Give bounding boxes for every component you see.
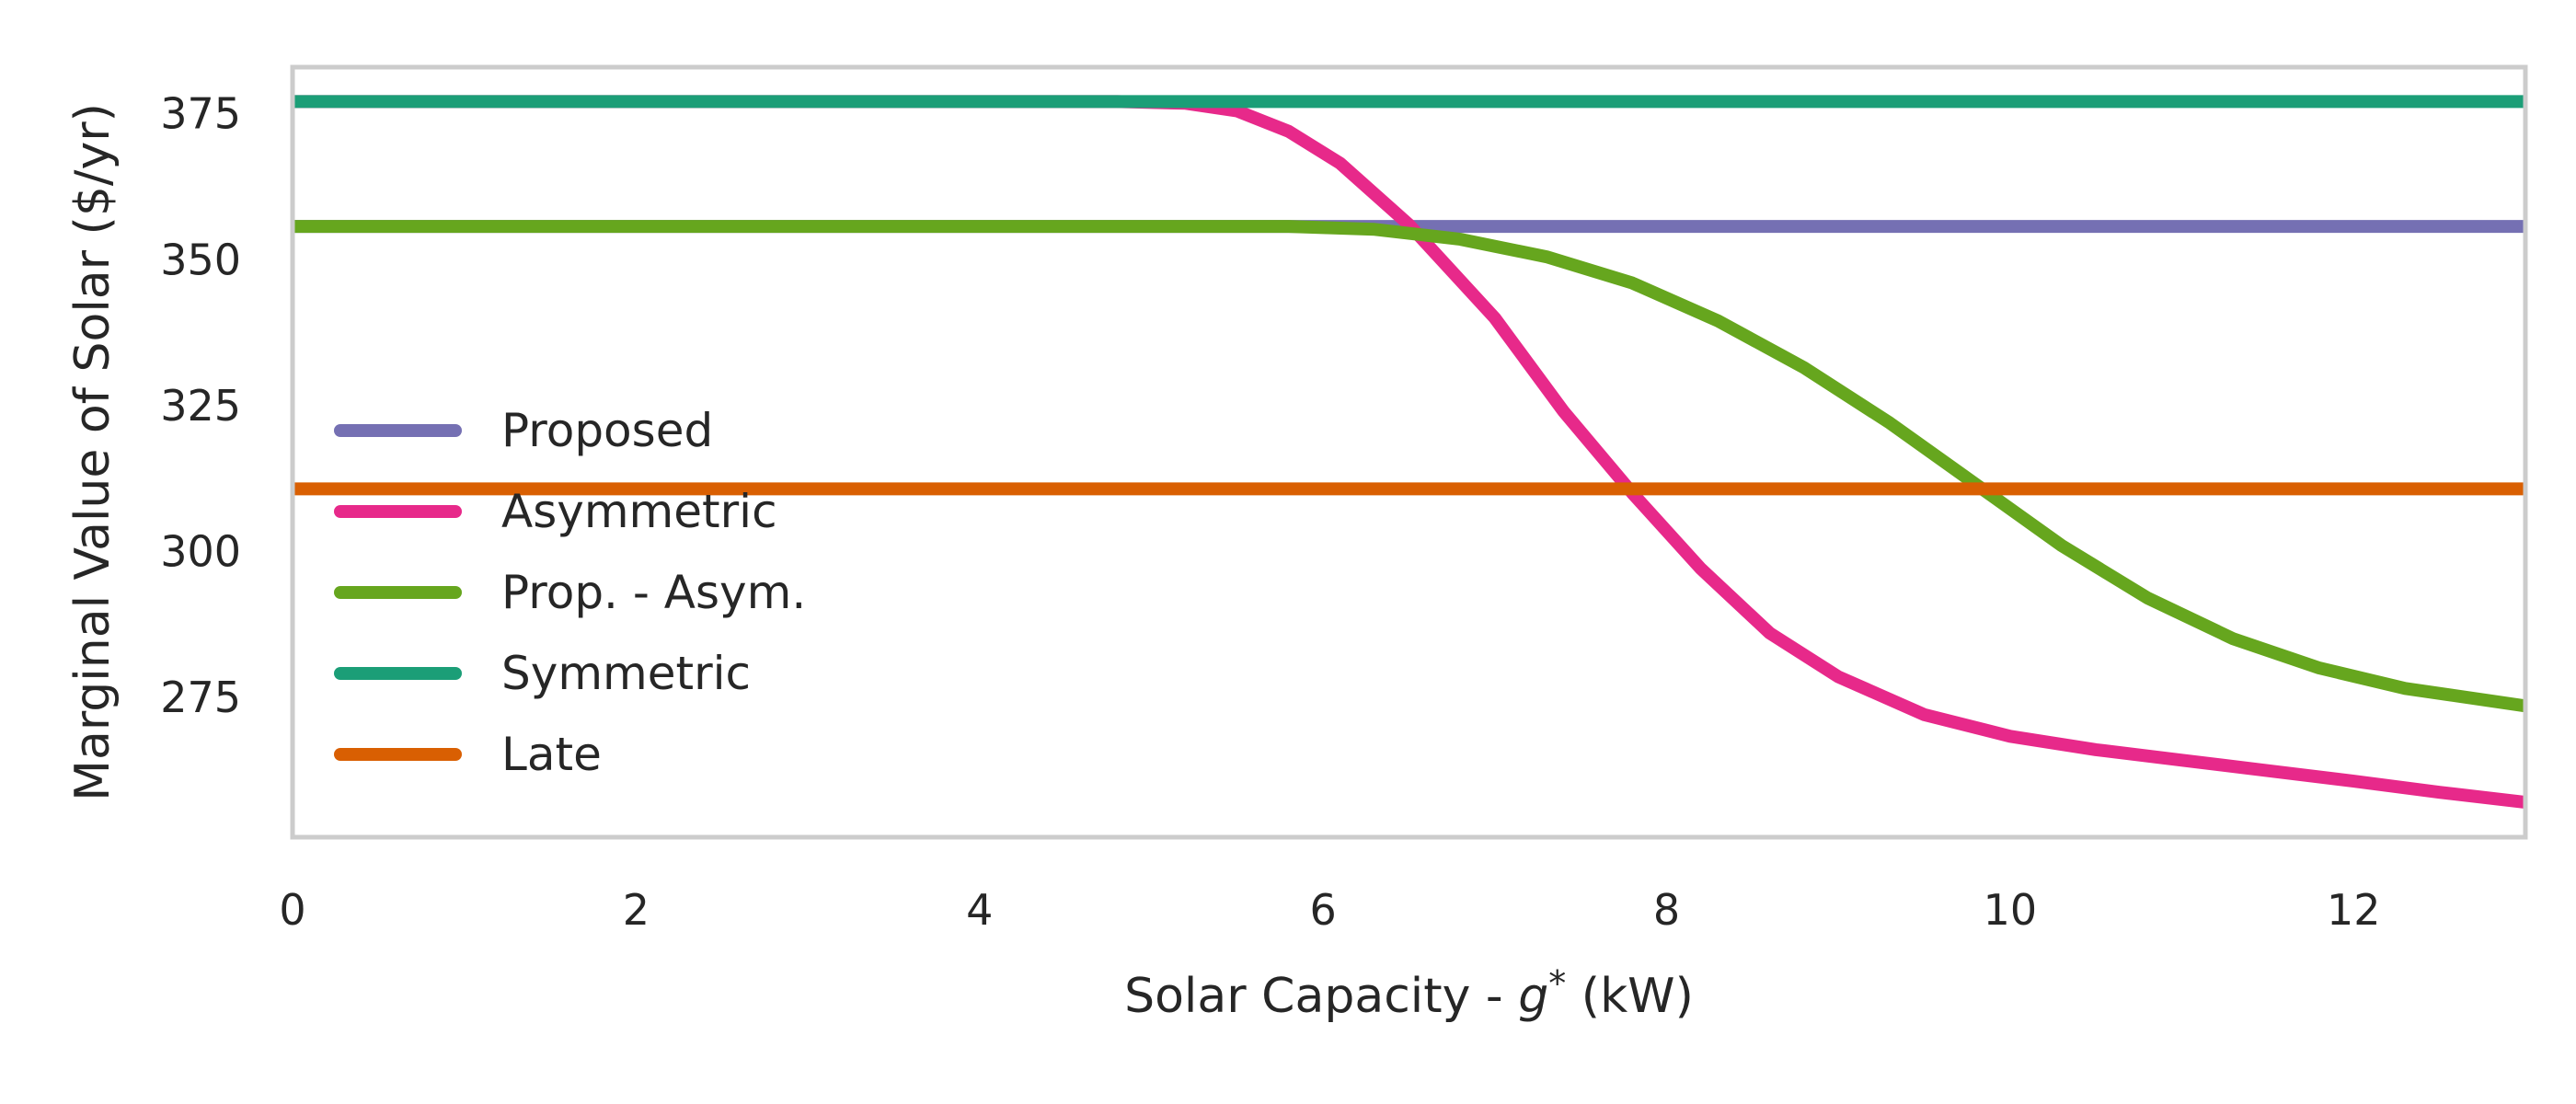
y-tick-label: 300 [160, 526, 241, 576]
legend-label: Late [501, 728, 602, 781]
y-tick-label: 375 [160, 89, 241, 139]
legend-label: Proposed [501, 404, 713, 457]
legend-label: Asymmetric [501, 485, 777, 538]
y-tick-label: 325 [160, 381, 241, 431]
x-axis-ticks: 0 2 4 6 8 10 12 [279, 885, 2380, 935]
legend-item-prop-asym: Prop. - Asym. [334, 566, 806, 619]
series-line-asymmetric [293, 95, 2525, 809]
x-axis-label-suffix: (kW) [1566, 969, 1694, 1024]
x-axis-label-superscript: * [1548, 963, 1566, 1004]
x-tick-label: 4 [966, 885, 993, 935]
x-tick-label: 2 [623, 885, 650, 935]
plot-lines [293, 95, 2525, 809]
series-line-prop-asym [293, 220, 2525, 713]
legend-label: Prop. - Asym. [501, 566, 806, 619]
x-tick-label: 10 [1984, 885, 2038, 935]
y-tick-label: 275 [160, 673, 241, 722]
legend-item-proposed: Proposed [334, 404, 713, 457]
legend: Proposed Asymmetric Prop. - Asym. Symmetric… [334, 404, 806, 781]
x-axis-label: Solar Capacity - g* (kW) [1124, 963, 1694, 1024]
x-tick-label: 6 [1310, 885, 1337, 935]
legend-label: Symmetric [501, 647, 751, 700]
y-tick-label: 350 [160, 235, 241, 284]
legend-item-asymmetric: Asymmetric [334, 485, 777, 538]
legend-item-symmetric: Symmetric [334, 647, 751, 700]
y-axis-label: Marginal Value of Solar ($/yr) [65, 103, 121, 801]
plot-frame [290, 64, 2528, 840]
x-tick-label: 0 [279, 885, 305, 935]
x-axis-label-prefix: Solar Capacity - [1124, 969, 1518, 1024]
x-tick-label: 8 [1653, 885, 1680, 935]
x-axis-label-variable: g [1518, 969, 1548, 1024]
legend-item-late: Late [334, 728, 602, 781]
x-tick-label: 12 [2327, 885, 2381, 935]
y-axis-ticks: 275 300 325 350 375 [160, 89, 241, 722]
